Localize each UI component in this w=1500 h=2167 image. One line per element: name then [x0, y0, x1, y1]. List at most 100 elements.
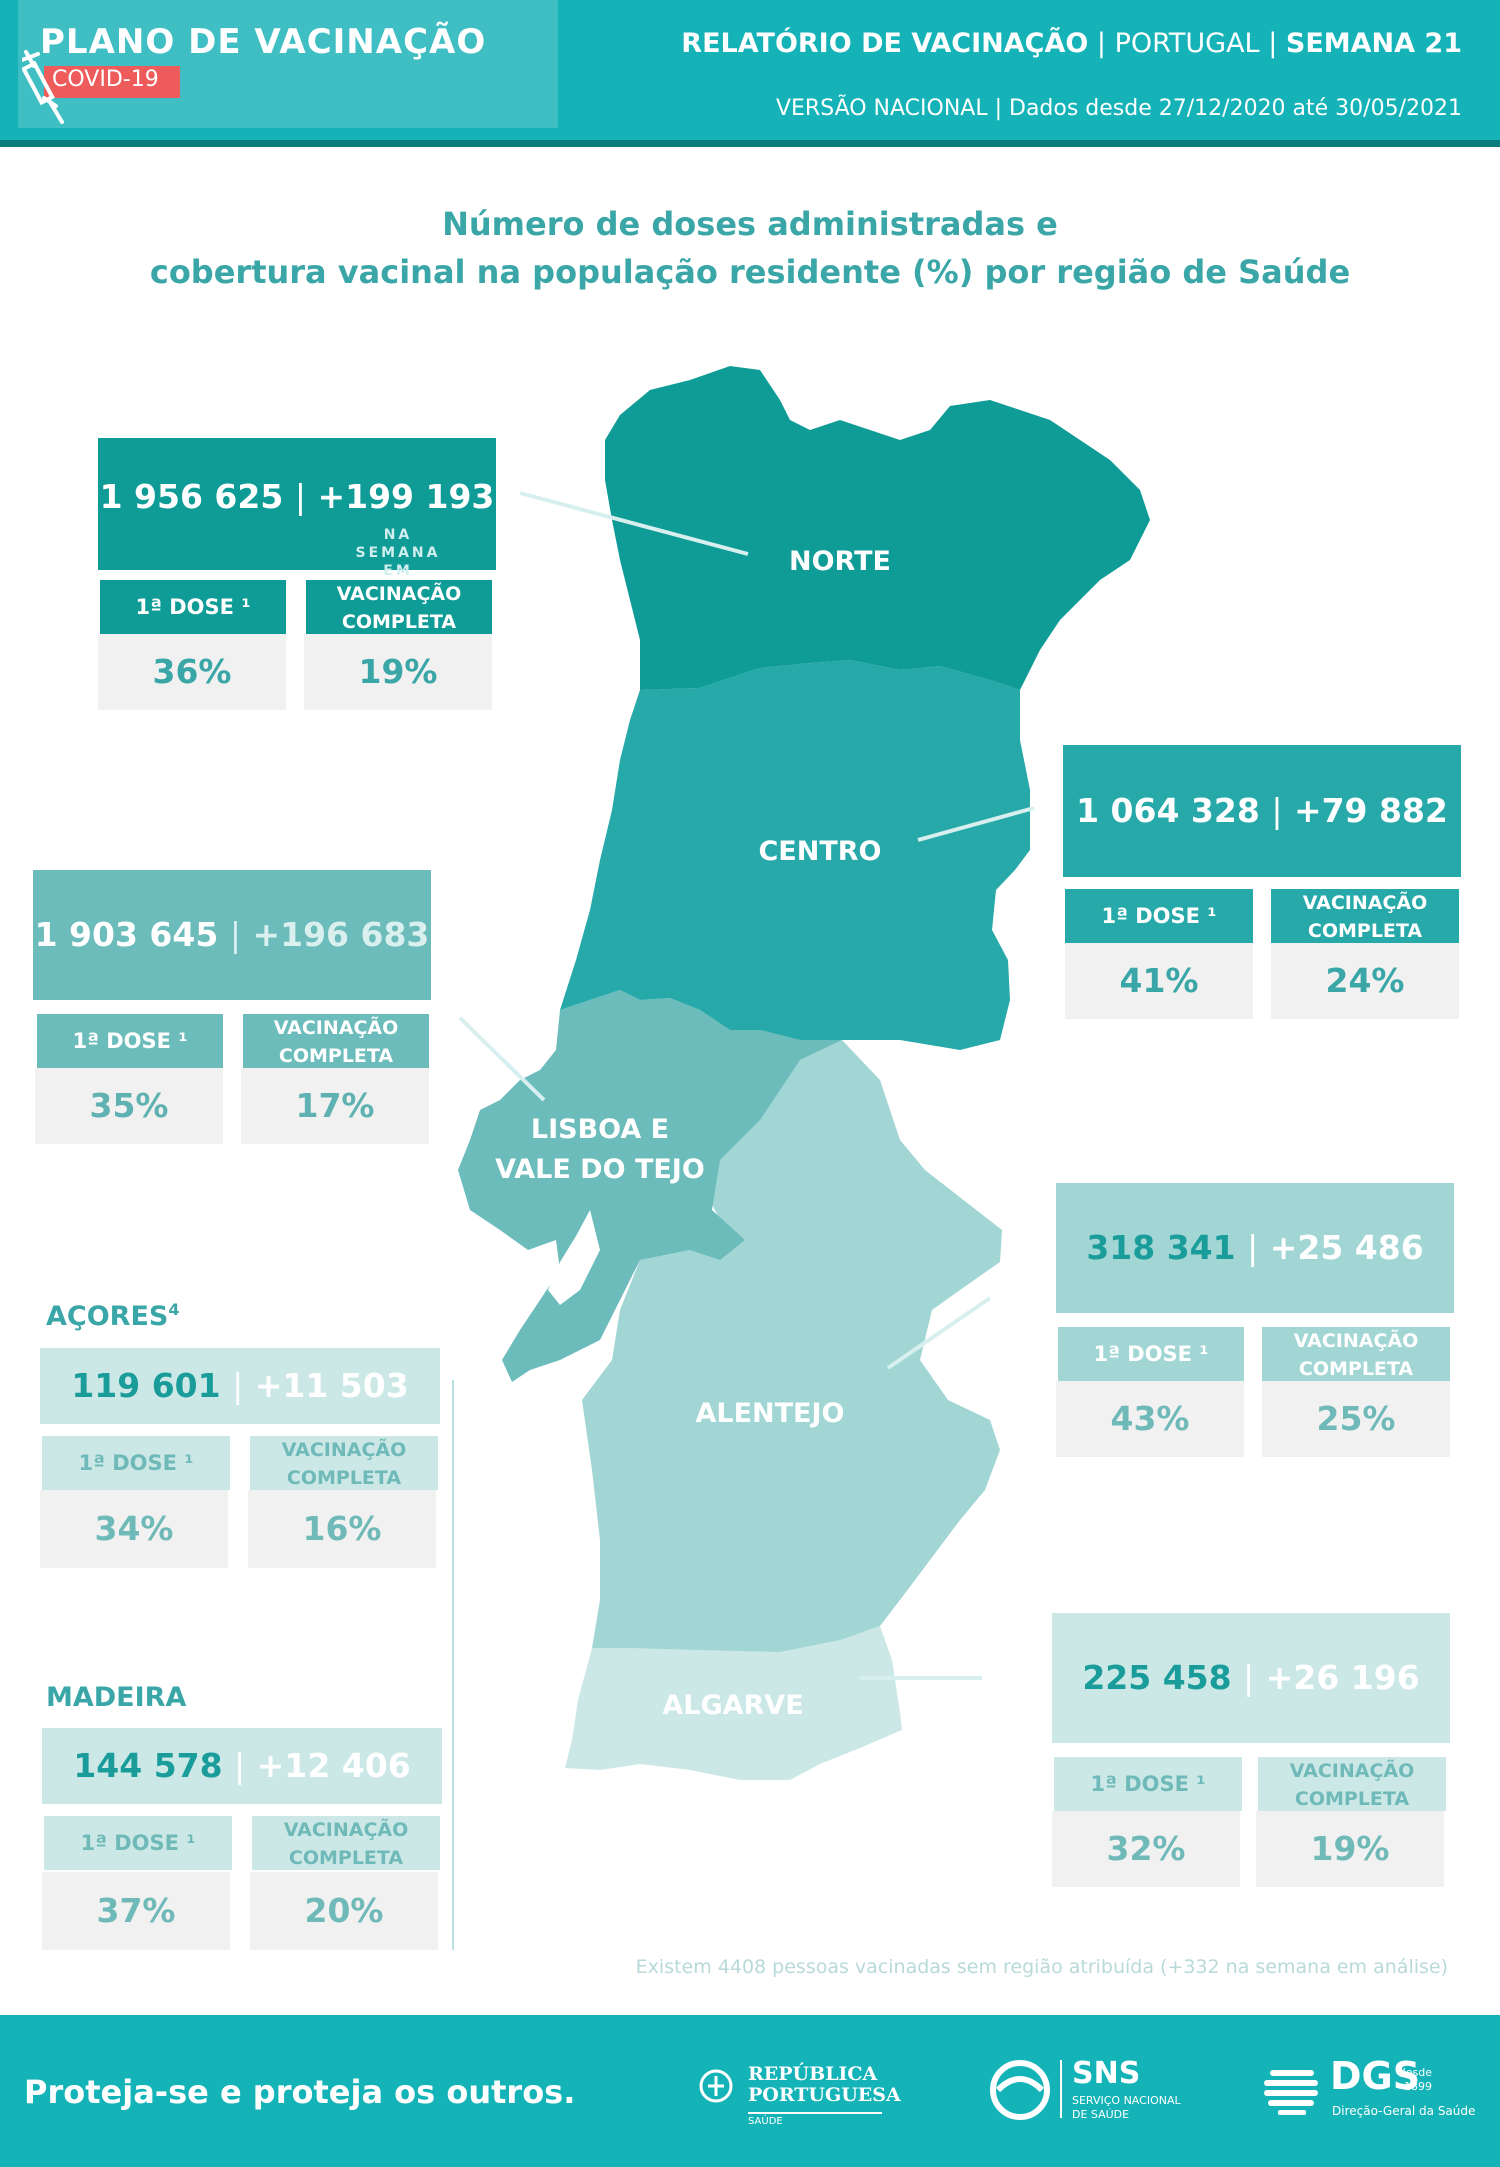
pointer-lvt [458, 1016, 546, 1102]
lvt-complete-label: VACINAÇÃO COMPLETA [243, 1014, 429, 1068]
madeira-complete-value: 20% [250, 1872, 438, 1950]
alentejo-total: 318 341 | +25 486 [1056, 1183, 1454, 1313]
centro-complete-label: VACINAÇÃO COMPLETA [1271, 889, 1459, 943]
alentejo-week-value: +25 486 [1269, 1228, 1424, 1267]
dgs-globe-icon [1264, 2070, 1318, 2115]
madeira-total-value: 144 578 [73, 1746, 223, 1785]
centro-first-dose-value: 41% [1065, 943, 1253, 1019]
lvt-total: 1 903 645 | +196 683 [33, 870, 431, 1000]
plan-title: PLANO DE VACINAÇÃO [40, 22, 487, 62]
republica-line-3: SAÚDE [748, 2112, 882, 2127]
acores-first-dose-label: 1ª DOSE ¹ [42, 1436, 230, 1490]
republica-line-2: PORTUGUESA [748, 2084, 901, 2106]
alentejo-complete-value: 25% [1262, 1381, 1450, 1457]
acores-total-value: 119 601 [71, 1366, 221, 1405]
dgs-since: desde [1398, 2066, 1432, 2079]
acores-complete-label: VACINAÇÃO COMPLETA [250, 1436, 438, 1490]
madeira-first-dose-value: 37% [42, 1872, 230, 1950]
complete-label-line-1: VACINAÇÃO [336, 583, 462, 605]
complete-label-line-2: COMPLETA [1307, 920, 1423, 942]
plan-banner [18, 0, 558, 128]
region-centro [560, 660, 1030, 1050]
algarve-first-dose-label: 1ª DOSE ¹ [1054, 1757, 1242, 1811]
tejo-estuary [548, 1210, 600, 1305]
map-label-algarve: ALGARVE [662, 1690, 804, 1721]
centro-complete-value: 24% [1271, 943, 1459, 1019]
complete-label-line-2: COMPLETA [288, 1847, 404, 1869]
centro-week-value: +79 882 [1293, 791, 1448, 830]
region-algarve [565, 1626, 902, 1780]
complete-label-line-1: VACINAÇÃO [1293, 1330, 1419, 1352]
total-separator: | [1243, 1658, 1255, 1697]
sns-line-1: SERVIÇO NACIONAL [1072, 2094, 1181, 2107]
map-label-alentejo: ALENTEJO [695, 1398, 845, 1429]
map-label-lvt-line-2: VALE DO TEJO [495, 1154, 705, 1185]
report-separator: | [1088, 28, 1115, 59]
sns-title: SNS [1072, 2056, 1141, 2091]
alentejo-first-dose-value: 43% [1056, 1381, 1244, 1457]
norte-first-dose-label: 1ª DOSE ¹ [100, 580, 286, 634]
footer-bar [0, 2015, 1500, 2167]
centro-first-dose-label: 1ª DOSE ¹ [1065, 889, 1253, 943]
algarve-complete-label: VACINAÇÃO COMPLETA [1258, 1757, 1446, 1811]
region-norte [605, 366, 1150, 690]
algarve-total-value: 225 458 [1082, 1658, 1232, 1697]
madeira-week-value: +12 406 [256, 1746, 411, 1785]
complete-label-line-1: VACINAÇÃO [1302, 892, 1428, 914]
norte-total: 1 956 625 | +199 193 [98, 438, 496, 570]
header-divider [0, 140, 1500, 147]
complete-label-line-1: VACINAÇÃO [273, 1017, 399, 1039]
lvt-first-dose-label: 1ª DOSE ¹ [37, 1014, 223, 1068]
acores-week-value: +11 503 [254, 1366, 409, 1405]
centro-total-value: 1 064 328 [1076, 791, 1260, 830]
heading-line-1: Número de doses administradas e [442, 205, 1058, 243]
lvt-complete-value: 17% [241, 1068, 429, 1144]
map-label-norte: NORTE [789, 546, 891, 577]
complete-label-line-2: COMPLETA [341, 611, 457, 633]
madeira-title: MADEIRA [46, 1682, 187, 1713]
syringe-icon [22, 50, 64, 124]
total-separator: | [1247, 1228, 1259, 1267]
acores-title: AÇORES4 [46, 1300, 179, 1332]
report-subtitle: VERSÃO NACIONAL | Dados desde 27/12/2020… [775, 96, 1462, 121]
week-note-line-1: NA SEMANA [355, 527, 441, 561]
total-separator: | [232, 1366, 244, 1405]
total-separator: | [294, 477, 306, 516]
acores-title-text: AÇORES [46, 1301, 169, 1332]
norte-first-dose-value: 36% [98, 634, 286, 710]
norte-complete-label: VACINAÇÃO COMPLETA [306, 580, 492, 634]
heading-line-2: cobertura vacinal na população residente… [149, 253, 1351, 291]
region-alentejo [582, 1040, 1002, 1652]
covid-badge: COVID-19 [44, 66, 180, 98]
complete-label-line-2: COMPLETA [286, 1467, 402, 1489]
complete-label-line-1: VACINAÇÃO [1289, 1760, 1415, 1782]
madeira-total: 144 578 | +12 406 [42, 1728, 442, 1804]
alentejo-complete-label: VACINAÇÃO COMPLETA [1262, 1327, 1450, 1381]
sns-line-2: DE SAÚDE [1072, 2108, 1130, 2121]
algarve-week-value: +26 196 [1265, 1658, 1420, 1697]
dgs-year: 1899 [1404, 2080, 1432, 2093]
lvt-first-dose-value: 35% [35, 1068, 223, 1144]
page-heading: Número de doses administradas e cobertur… [0, 200, 1500, 296]
norte-week-value: +199 193 [317, 477, 495, 516]
unassigned-footnote: Existem 4408 pessoas vacinadas sem regiã… [635, 1956, 1448, 1978]
map-label-lvt: LISBOA E VALE DO TEJO [490, 1110, 710, 1190]
algarve-first-dose-value: 32% [1052, 1811, 1240, 1887]
report-country: PORTUGAL [1114, 28, 1260, 59]
dgs-title: DGS [1330, 2054, 1421, 2098]
pointer-norte [519, 491, 749, 556]
madeira-complete-label: VACINAÇÃO COMPLETA [252, 1816, 440, 1870]
total-separator: | [229, 915, 241, 954]
map-label-centro: CENTRO [758, 836, 882, 867]
republica-line-1: REPÚBLICA [748, 2063, 878, 2085]
lvt-total-value: 1 903 645 [34, 915, 219, 954]
report-week: SEMANA 21 [1285, 28, 1462, 59]
norte-total-value: 1 956 625 [99, 477, 284, 516]
acores-total: 119 601 | +11 503 [40, 1348, 440, 1424]
algarve-total: 225 458 | +26 196 [1052, 1613, 1450, 1743]
report-prefix: RELATÓRIO DE VACINAÇÃO [681, 28, 1089, 59]
lvt-week-value: +196 683 [252, 915, 430, 954]
pointer-alentejo [886, 1296, 992, 1370]
madeira-first-dose-label: 1ª DOSE ¹ [44, 1816, 232, 1870]
